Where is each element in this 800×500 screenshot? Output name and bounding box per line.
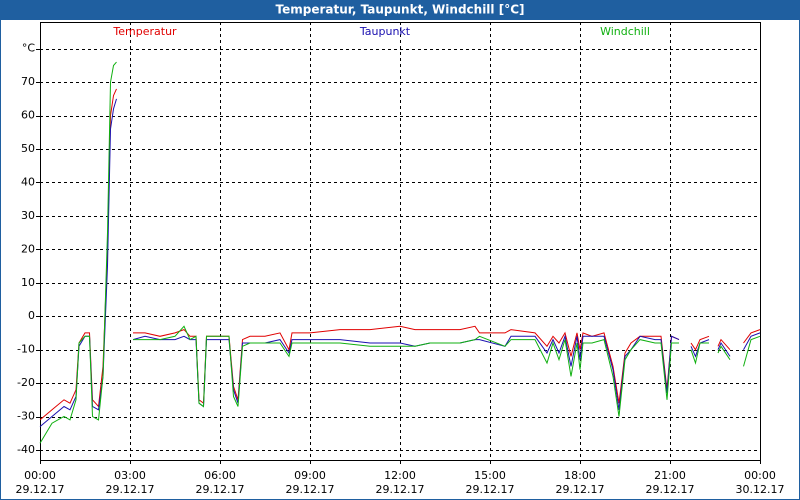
x-tick-date: 29.12.17 (556, 483, 605, 496)
x-tick-label: 09:00 (294, 469, 326, 482)
y-tick-label: 0 (28, 309, 35, 322)
legend-entry: Windchill (600, 25, 650, 38)
x-tick-label: 12:00 (384, 469, 416, 482)
x-tick-label: 15:00 (474, 469, 506, 482)
y-tick-label: -10 (17, 343, 35, 356)
y-tick-label: 40 (21, 175, 35, 188)
x-tick-label: 00:00 (24, 469, 56, 482)
x-tick-label: 21:00 (654, 469, 686, 482)
legend-entry: Taupunkt (359, 25, 411, 38)
x-tick-date: 29.12.17 (286, 483, 335, 496)
x-tick-label: 06:00 (204, 469, 236, 482)
legend-entry: Temperatur (112, 25, 177, 38)
y-tick-label: 50 (21, 142, 35, 155)
title-bar (0, 0, 800, 20)
x-tick-label: 00:00 (744, 469, 776, 482)
x-tick-date: 29.12.17 (106, 483, 155, 496)
y-tick-label: 70 (21, 75, 35, 88)
series-line (39, 61, 761, 444)
y-tick-label: -30 (17, 410, 35, 423)
y-tick-label: °C (22, 42, 36, 55)
x-tick-label: 18:00 (564, 469, 596, 482)
x-tick-date: 29.12.17 (16, 483, 65, 496)
y-tick-label: 10 (21, 276, 35, 289)
y-tick-label: 30 (21, 209, 35, 222)
x-tick-date: 29.12.17 (376, 483, 425, 496)
y-tick-label: -40 (17, 443, 35, 456)
series-line (39, 88, 761, 421)
x-tick-label: 03:00 (114, 469, 146, 482)
y-tick-label: -20 (17, 376, 35, 389)
x-tick-date: 29.12.17 (646, 483, 695, 496)
x-tick-date: 29.12.17 (466, 483, 515, 496)
chart-title: Temperatur, Taupunkt, Windchill [°C] (276, 3, 525, 17)
x-tick-date: 29.12.17 (196, 483, 245, 496)
y-tick-label: 20 (21, 242, 35, 255)
y-tick-label: 60 (21, 109, 35, 122)
x-tick-date: 30.12.17 (736, 483, 785, 496)
